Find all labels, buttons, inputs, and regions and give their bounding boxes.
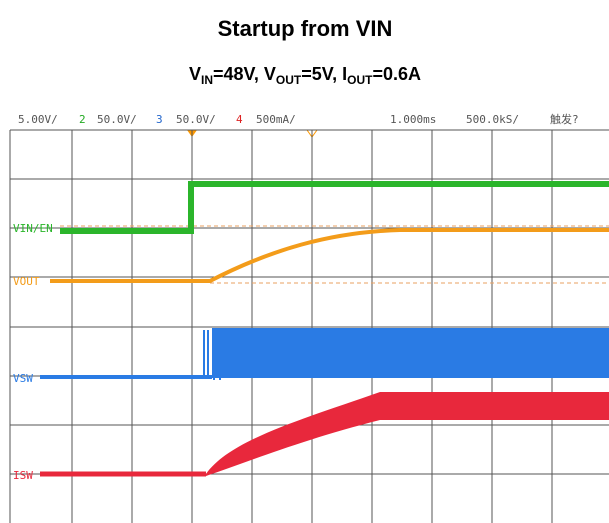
traces <box>40 181 609 477</box>
trace-label: ISW <box>13 469 33 482</box>
vsw-spikes <box>203 328 221 380</box>
ch4-num: 4 <box>236 113 243 126</box>
trace-label: VIN/EN <box>13 222 53 235</box>
ch2-num: 2 <box>79 113 86 126</box>
ch2-scale: 50.0V/ <box>97 113 137 126</box>
vin-trace <box>60 181 609 234</box>
trigger: 触发? <box>550 112 579 126</box>
timebase: 1.000ms <box>390 113 436 126</box>
ch3-scale: 50.0V/ <box>176 113 216 126</box>
sample-rate: 500.0kS/ <box>466 113 519 126</box>
ch4-scale: 500mA/ <box>256 113 296 126</box>
subtitle-sub: OUT <box>347 73 373 87</box>
ch3-num: 3 <box>156 113 163 126</box>
trace-labels: VIN/EN VOUT VSW ISW <box>13 222 53 482</box>
subtitle-part: =5V, I <box>301 64 347 84</box>
vout-trace <box>50 228 609 283</box>
subtitle: VIN=48V, VOUT=5V, IOUT=0.6A <box>189 64 421 87</box>
subtitle-part: V <box>189 64 201 84</box>
vsw-band <box>212 328 609 378</box>
subtitle-sub: OUT <box>276 73 302 87</box>
ch1-scale: 5.00V/ <box>18 113 58 126</box>
subtitle-sub: IN <box>201 73 213 87</box>
grid <box>9 129 609 523</box>
isw-band <box>206 392 609 476</box>
trace-label: VOUT <box>13 275 40 288</box>
subtitle-part: =48V, V <box>213 64 276 84</box>
subtitle-part: =0.6A <box>372 64 421 84</box>
header: 5.00V/ 2 50.0V/ 3 50.0V/ 4 500mA/ 1.000m… <box>18 112 579 138</box>
trace-label: VSW <box>13 372 33 385</box>
title: Startup from VIN <box>218 16 393 41</box>
